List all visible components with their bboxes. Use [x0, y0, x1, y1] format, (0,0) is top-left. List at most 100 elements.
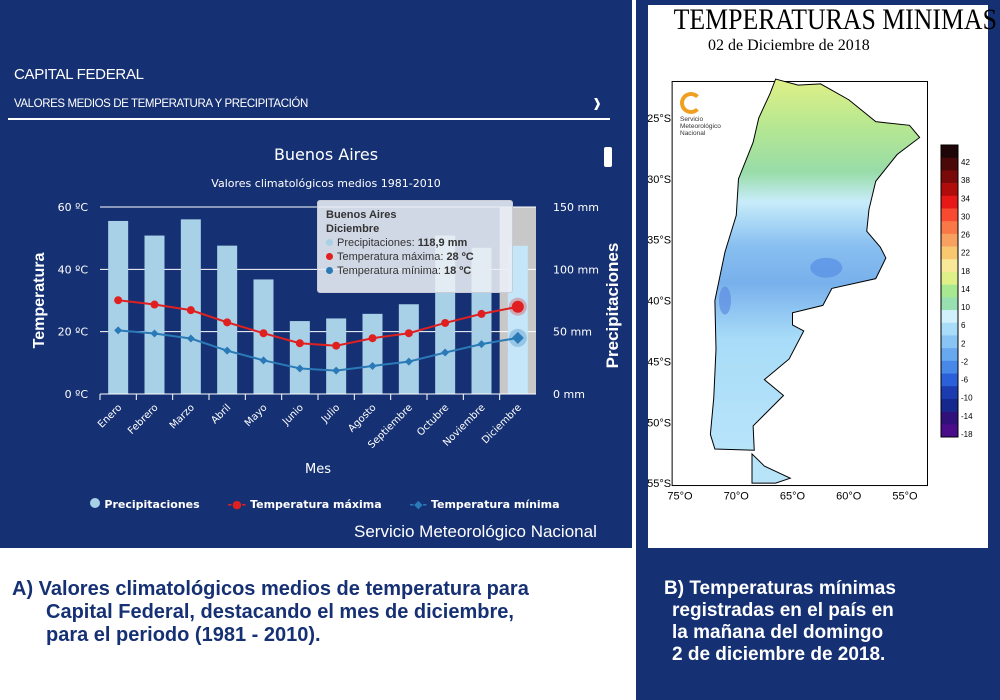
- map-date: 02 de Diciembre de 2018: [708, 37, 870, 54]
- colorbar-cell: [941, 424, 958, 438]
- tmax-dot-icon: [326, 253, 333, 260]
- colorbar-label: 38: [961, 176, 970, 185]
- x-tick-label: Abril: [209, 402, 233, 426]
- x-axis-title: Mes: [305, 462, 331, 477]
- tmax-point: [114, 296, 123, 305]
- colorbar-label: 22: [961, 249, 970, 258]
- y-tick-label: 20 ºC: [58, 326, 89, 339]
- tmin-point: [295, 364, 304, 373]
- x-tick-label: Julio: [319, 402, 342, 425]
- cold-spot: [810, 257, 843, 278]
- tmax-point: [295, 339, 304, 348]
- tmin-point: [114, 326, 123, 335]
- colorbar-cell: [941, 157, 958, 171]
- tooltip-precip-value: 118,9 mm: [417, 237, 468, 249]
- colorbar-cell: [941, 271, 958, 285]
- colorbar-cell: [941, 398, 958, 412]
- lat-tick-label: 50°S: [648, 417, 671, 429]
- tooltip-tmax-label: Temperatura máxima:: [337, 251, 444, 263]
- hamburger-menu-icon[interactable]: [604, 147, 612, 167]
- tmin-point: [259, 356, 268, 365]
- divider: [8, 118, 610, 120]
- precip-bar: [362, 313, 383, 394]
- x-tick-label: Junio: [280, 402, 306, 428]
- chart-legend: Precipitaciones -●- Temperatura máxima -…: [0, 498, 650, 511]
- x-tick-label: Mayo: [243, 402, 270, 429]
- caption-a-line: para el periodo (1981 - 2010).: [46, 624, 321, 646]
- colorbar-cell: [941, 195, 958, 209]
- tmax-point: [259, 329, 268, 338]
- tmax-point: [511, 300, 524, 313]
- colorbar-cell: [941, 145, 958, 158]
- legend-precip[interactable]: Precipitaciones: [90, 498, 200, 511]
- y-tick-label: 0 ºC: [65, 388, 89, 401]
- caption-b-line: registradas en el país en: [672, 600, 894, 621]
- colorbar-label: -6: [961, 376, 969, 385]
- section-dropdown[interactable]: VALORES MEDIOS DE TEMPERATURA Y PRECIPIT…: [14, 98, 308, 110]
- lat-tick-label: 40°S: [648, 296, 671, 308]
- colorbar-cell: [941, 284, 958, 298]
- x-tick-label: Febrero: [126, 402, 160, 436]
- colorbar-label: 10: [961, 303, 970, 312]
- caption-b-line: la mañana del domingo: [672, 622, 884, 643]
- temperature-map: 75°O 70°O 65°O 60°O 55°O 25°S 30°S 35°S 40°S 45°S…: [648, 78, 973, 503]
- tmin-point: [223, 346, 232, 355]
- tierra-del-fuego-shape: [751, 452, 792, 484]
- colorbar-cell: [941, 322, 958, 336]
- precip-dot-icon: [326, 239, 333, 246]
- lat-tick-label: 55°S: [648, 478, 671, 490]
- caption-b-line: 2 de diciembre de 2018.: [672, 644, 886, 665]
- colorbar-label: 14: [961, 285, 970, 294]
- tmax-point: [186, 306, 195, 315]
- y-tick-label: 40 ºC: [58, 263, 89, 276]
- colorbar-label: 18: [961, 267, 970, 276]
- x-tick-label: Enero: [96, 402, 124, 430]
- cold-spot: [719, 286, 731, 315]
- tmin-point: [511, 331, 524, 344]
- lon-tick-label: 60°O: [836, 491, 862, 503]
- colorbar-cell: [941, 360, 958, 374]
- colorbar-cell: [941, 310, 958, 324]
- tmax-line: [118, 299, 519, 347]
- legend-tmin[interactable]: -◆- Temperatura mínima: [409, 498, 560, 511]
- tmin-point: [186, 334, 195, 343]
- y-tick-label: 60 ºC: [58, 201, 89, 214]
- tmax-point: [150, 300, 159, 309]
- caption-a-line: Capital Federal, destacando el mes de di…: [46, 601, 514, 623]
- colorbar-label: 6: [961, 321, 966, 330]
- colorbar-cell: [941, 233, 958, 247]
- map-title: TEMPERATURAS MINIMAS: [673, 3, 997, 36]
- tmax-point: [223, 318, 232, 327]
- colorbar-label: 30: [961, 212, 970, 221]
- y2-tick-label: 50 mm: [553, 326, 592, 339]
- precip-bar: [108, 220, 129, 394]
- chart-title: Buenos Aires: [273, 145, 379, 164]
- colorbar-border: [940, 144, 959, 438]
- caption-a-line: A) Valores climatológicos medios de temp…: [12, 578, 529, 600]
- colorbar-label: -2: [961, 357, 969, 366]
- legend-tmax[interactable]: -●- Temperatura máxima: [227, 498, 382, 511]
- tmax-point: [404, 329, 413, 338]
- precip-bar: [289, 321, 310, 394]
- colorbar-cell: [941, 348, 958, 362]
- tooltip-precip-label: Precipitaciones:: [337, 237, 415, 249]
- caption-b: B) Temperaturas mínimas registradas en e…: [664, 578, 896, 666]
- tmin-point: [477, 340, 486, 349]
- tooltip: Buenos Aires Diciembre Precipitaciones: …: [317, 200, 513, 293]
- colorbar-cell: [941, 386, 958, 400]
- credit-text: Servicio Meteorológico Nacional: [354, 522, 597, 541]
- colorbar-cell: [941, 208, 958, 222]
- precip-bar: [144, 235, 165, 394]
- tmin-point: [332, 366, 341, 375]
- colorbar-cell: [941, 411, 958, 425]
- colorbar-cell: [941, 373, 958, 387]
- lon-tick-label: 70°O: [724, 491, 750, 503]
- colorbar-label: 26: [961, 231, 970, 240]
- lat-tick-label: 45°S: [648, 356, 671, 368]
- colorbar-label: -14: [961, 412, 973, 421]
- chevron-down-icon[interactable]: ❱: [592, 96, 603, 110]
- tooltip-month: Diciembre: [326, 223, 380, 235]
- lat-tick-label: 30°S: [648, 174, 671, 186]
- tmax-point: [441, 318, 450, 327]
- precip-bar: [326, 318, 347, 394]
